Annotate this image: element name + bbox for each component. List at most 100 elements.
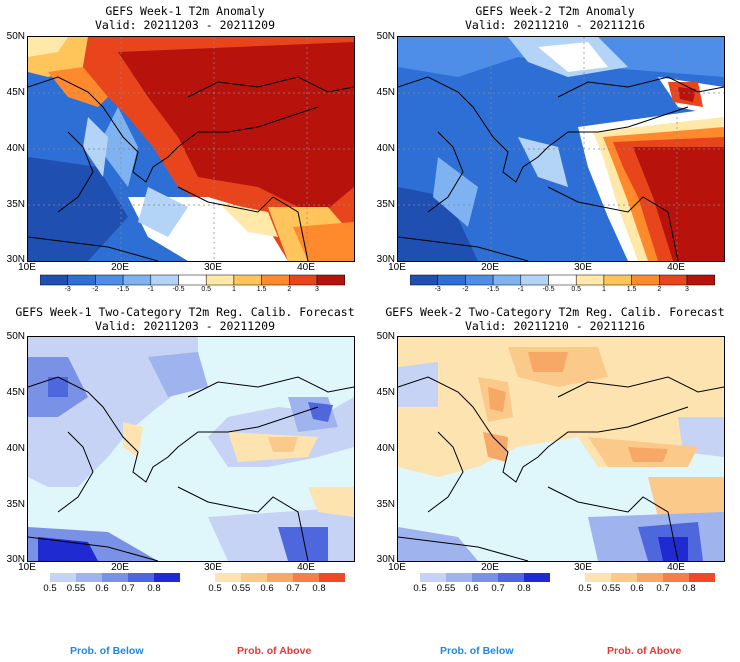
panel-title: GEFS Week-1 Two-Category T2m Reg. Calib.… bbox=[15, 305, 355, 319]
colorbar-tick: -2 bbox=[462, 286, 469, 293]
colorbar-tick: -1 bbox=[517, 286, 524, 293]
colorbar-tick: -0.5 bbox=[172, 286, 185, 293]
prob-below-tick: 0.5 bbox=[43, 583, 57, 594]
lat-label-35n: 35N bbox=[6, 499, 25, 510]
lat-label-35n: 35N bbox=[6, 199, 25, 210]
map-week1-anomaly bbox=[27, 36, 355, 262]
prob-above-label: Prob. of Above bbox=[237, 645, 312, 657]
lat-label-40n: 40N bbox=[376, 143, 395, 154]
prob-above-tick: 0.55 bbox=[231, 583, 251, 594]
lon-label-30e: 30E bbox=[574, 562, 592, 573]
prob-below-colorbar: 0.5 0.55 0.6 0.7 0.8 bbox=[43, 573, 180, 597]
colorbar-tick: -3 bbox=[434, 286, 441, 293]
colorbar-tick: -1 bbox=[147, 286, 154, 293]
lat-label-50n: 50N bbox=[376, 331, 395, 342]
prob-below-label: Prob. of Below bbox=[70, 645, 144, 657]
lon-label-10e: 10E bbox=[18, 562, 36, 573]
colorbar-tick: 3 bbox=[685, 286, 689, 293]
prob-above-swatches bbox=[215, 573, 345, 582]
lat-label-30n: 30N bbox=[376, 554, 395, 565]
map-week2-prob bbox=[397, 336, 725, 562]
panel-title: GEFS Week-2 Two-Category T2m Reg. Calib.… bbox=[385, 305, 725, 319]
prob-above-tick: 0.5 bbox=[578, 583, 592, 594]
lon-label-10e: 10E bbox=[388, 562, 406, 573]
prob-above-tick: 0.6 bbox=[260, 583, 274, 594]
lat-label-30n: 30N bbox=[6, 554, 25, 565]
colorbar-tick: -3 bbox=[64, 286, 71, 293]
lat-label-40n: 40N bbox=[6, 143, 25, 154]
colorbar-tick: -0.5 bbox=[542, 286, 555, 293]
prob-below-tick: 0.8 bbox=[517, 583, 531, 594]
panel-week2-prob: GEFS Week-2 Two-Category T2m Reg. Calib.… bbox=[370, 302, 740, 602]
lat-label-50n: 50N bbox=[6, 31, 25, 42]
panel-valid-dates: Valid: 20211210 - 20211216 bbox=[464, 319, 645, 333]
anomaly-colorbar: -3 -2 -1.5 -1 -0.5 0.5 1 1.5 2 3 bbox=[40, 274, 345, 296]
colorbar-tick: 1.5 bbox=[626, 286, 637, 293]
lon-label-20e: 20E bbox=[481, 562, 499, 573]
lon-label-30e: 30E bbox=[204, 562, 222, 573]
lat-label-45n: 45N bbox=[376, 87, 395, 98]
prob-below-colorbar: 0.5 0.55 0.6 0.7 0.8 bbox=[413, 573, 550, 597]
panel-valid-dates: Valid: 20211210 - 20211216 bbox=[464, 18, 645, 32]
colorbar-tick: 1.5 bbox=[256, 286, 267, 293]
colorbar-tick: -1.5 bbox=[117, 286, 130, 293]
map-week2-anomaly bbox=[397, 36, 725, 262]
lon-label-30e: 30E bbox=[574, 262, 592, 273]
prob-below-tick: 0.55 bbox=[436, 583, 456, 594]
colorbar-tick: -2 bbox=[92, 286, 99, 293]
anomaly-colorbar-swatches bbox=[40, 274, 345, 286]
colorbar-tick: 1 bbox=[231, 286, 236, 293]
panel-week1-prob: GEFS Week-1 Two-Category T2m Reg. Calib.… bbox=[0, 302, 370, 602]
lon-label-40e: 40E bbox=[667, 562, 685, 573]
colorbar-tick: -1.5 bbox=[487, 286, 500, 293]
lat-label-50n: 50N bbox=[6, 331, 25, 342]
lat-label-40n: 40N bbox=[376, 443, 395, 454]
prob-above-colorbar: 0.5 0.55 0.6 0.7 0.8 bbox=[578, 573, 715, 597]
prob-below-tick: 0.7 bbox=[121, 583, 135, 594]
prob-above-tick: 0.7 bbox=[286, 583, 300, 594]
lat-label-45n: 45N bbox=[6, 387, 25, 398]
lat-label-30n: 30N bbox=[376, 254, 395, 265]
prob-above-tick: 0.7 bbox=[656, 583, 670, 594]
panel-week1-anomaly: GEFS Week-1 T2m Anomaly Valid: 20211203 … bbox=[0, 0, 370, 300]
panel-title: GEFS Week-2 T2m Anomaly bbox=[475, 4, 635, 18]
map-week1-prob bbox=[27, 336, 355, 562]
lon-label-10e: 10E bbox=[388, 262, 406, 273]
prob-above-colorbar: 0.5 0.55 0.6 0.7 0.8 bbox=[208, 573, 345, 597]
prob-below-tick: 0.7 bbox=[491, 583, 505, 594]
lat-label-30n: 30N bbox=[6, 254, 25, 265]
colorbar-tick: 1 bbox=[601, 286, 606, 293]
lat-label-45n: 45N bbox=[6, 87, 25, 98]
prob-above-tick: 0.6 bbox=[630, 583, 644, 594]
lon-label-30e: 30E bbox=[204, 262, 222, 273]
lat-label-35n: 35N bbox=[376, 199, 395, 210]
colorbar-tick: 2 bbox=[657, 286, 662, 293]
lon-label-10e: 10E bbox=[18, 262, 36, 273]
prob-above-label: Prob. of Above bbox=[607, 645, 682, 657]
anomaly-colorbar: -3 -2 -1.5 -1 -0.5 0.5 1 1.5 2 3 bbox=[410, 274, 715, 296]
colorbar-tick: 0.5 bbox=[201, 286, 212, 293]
lat-label-35n: 35N bbox=[376, 499, 395, 510]
prob-above-swatches bbox=[585, 573, 715, 582]
prob-below-tick: 0.55 bbox=[66, 583, 86, 594]
prob-above-tick: 0.8 bbox=[682, 583, 696, 594]
prob-below-tick: 0.6 bbox=[95, 583, 109, 594]
prob-below-tick: 0.5 bbox=[413, 583, 427, 594]
lon-label-20e: 20E bbox=[111, 562, 129, 573]
lon-label-40e: 40E bbox=[297, 262, 315, 273]
lon-label-40e: 40E bbox=[667, 262, 685, 273]
colorbar-tick: 0.5 bbox=[571, 286, 582, 293]
colorbar-tick: 3 bbox=[315, 286, 319, 293]
prob-above-tick: 0.5 bbox=[208, 583, 222, 594]
lon-label-20e: 20E bbox=[111, 262, 129, 273]
lat-label-45n: 45N bbox=[376, 387, 395, 398]
prob-above-tick: 0.55 bbox=[601, 583, 621, 594]
prob-above-tick: 0.8 bbox=[312, 583, 326, 594]
prob-below-swatches bbox=[420, 573, 550, 582]
panel-title: GEFS Week-1 T2m Anomaly bbox=[105, 4, 265, 18]
lon-label-40e: 40E bbox=[297, 562, 315, 573]
prob-below-tick: 0.8 bbox=[147, 583, 161, 594]
prob-below-tick: 0.6 bbox=[465, 583, 479, 594]
panel-valid-dates: Valid: 20211203 - 20211209 bbox=[94, 18, 275, 32]
lat-label-50n: 50N bbox=[376, 31, 395, 42]
